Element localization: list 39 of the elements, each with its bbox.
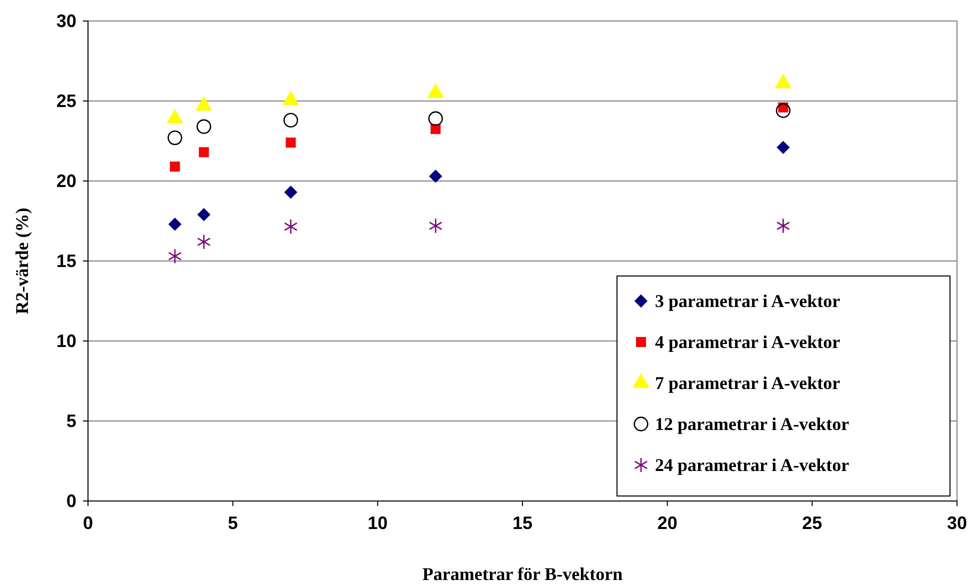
point [284,218,298,234]
x-tick-label: 10 [368,512,388,533]
legend-label: 12 parametrar i A-vektor [655,414,850,434]
point [284,186,298,199]
x-tick-label: 20 [657,512,678,533]
point [168,248,182,264]
point [429,170,442,183]
point [196,119,212,134]
point [198,147,209,158]
legend-label: 4 parametrar i A-vektor [655,332,840,352]
y-tick-label: 0 [66,490,76,511]
x-tick-label: 25 [802,512,822,533]
legend-label: 3 parametrar i A-vektor [655,291,840,311]
point [168,218,182,231]
x-axis-title: Parametrar för B-vektorn [422,564,623,584]
y-tick-label: 5 [66,410,76,431]
legend-label: 7 parametrar i A-vektor [655,373,840,393]
point [776,218,790,234]
y-tick-label: 25 [56,90,76,111]
y-tick-label: 20 [56,170,76,191]
point [776,103,791,118]
point [170,162,180,172]
y-tick-label: 30 [56,10,76,31]
point [428,111,443,126]
y-tick-label: 10 [56,330,76,351]
x-tick-label: 15 [512,512,533,533]
point [283,112,298,128]
legend-label: 24 parametrar i A-vektor [655,455,850,475]
x-tick-label: 30 [946,512,968,533]
x-tick-label: 5 [228,512,238,533]
point [286,138,296,148]
y-axis-title: R2-värde (%) [12,208,32,314]
point [428,218,442,234]
point [197,234,211,250]
y-tick-label: 15 [56,250,76,271]
point [776,140,790,154]
point [197,208,210,222]
point [168,130,182,146]
x-tick-label: 0 [82,512,94,533]
